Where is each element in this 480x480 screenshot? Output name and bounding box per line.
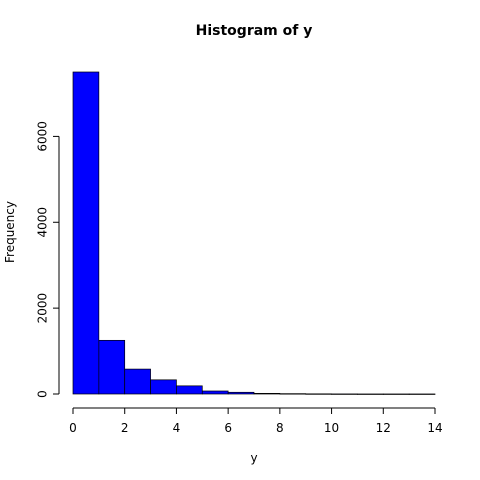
y-tick-label: 4000 <box>36 207 50 238</box>
y-axis: 0 2000 4000 6000 <box>36 121 60 398</box>
histogram-bar <box>150 379 177 395</box>
x-tick-label: 10 <box>324 421 339 435</box>
histogram-bar <box>98 339 126 395</box>
x-tick-label: 12 <box>376 421 391 435</box>
histogram-bar <box>253 393 281 395</box>
histogram-bar <box>279 393 307 395</box>
x-tick-label: 6 <box>224 421 232 435</box>
x-tick-label: 4 <box>173 421 181 435</box>
chart-title: Histogram of y <box>196 23 313 39</box>
histogram-bar <box>331 393 358 395</box>
x-tick-label: 8 <box>276 421 284 435</box>
histogram-bar <box>72 71 100 395</box>
y-tick-label: 2000 <box>36 293 50 324</box>
x-axis: 0 2 4 6 8 10 12 14 <box>69 407 443 435</box>
y-tick-label: 0 <box>36 390 50 398</box>
x-tick-label: 14 <box>427 421 442 435</box>
histogram-bar <box>176 385 203 395</box>
x-tick-label: 2 <box>121 421 129 435</box>
histogram-bar <box>408 393 436 395</box>
x-tick-label: 0 <box>69 421 77 435</box>
bars-group <box>72 71 436 395</box>
y-tick-label: 6000 <box>36 121 50 152</box>
histogram-bar <box>305 393 332 395</box>
y-axis-label: Frequency <box>3 201 17 263</box>
histogram-bar <box>124 368 151 395</box>
histogram-bar <box>227 391 255 395</box>
histogram-bar <box>382 393 410 395</box>
x-axis-label: y <box>250 451 257 465</box>
histogram-bar <box>357 393 384 395</box>
histogram-bar <box>201 390 229 395</box>
